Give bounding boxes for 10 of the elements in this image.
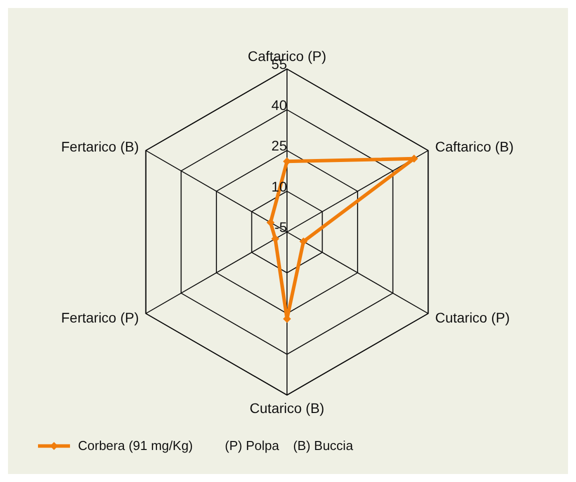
spoke-label: Cutarico (B)	[250, 400, 324, 416]
legend-label: Corbera (91 mg/Kg)	[78, 438, 193, 453]
spoke-label: Fertarico (B)	[61, 138, 139, 154]
text: (B) Buccia	[293, 438, 354, 453]
y-tick-label: 40	[271, 96, 288, 113]
spoke-label: Fertarico (P)	[61, 309, 139, 326]
spoke-label: Caftarico (B)	[435, 138, 514, 154]
y-tick-label: 25	[271, 138, 288, 154]
spoke-label: Cutarico (P)	[435, 309, 510, 326]
text: (P) Polpa	[224, 438, 280, 453]
